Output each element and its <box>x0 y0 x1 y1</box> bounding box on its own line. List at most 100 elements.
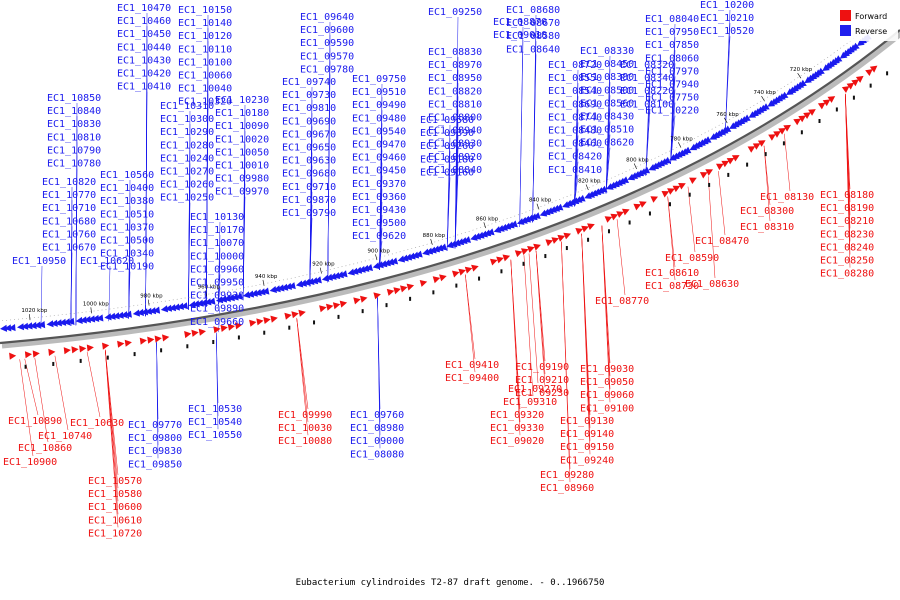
reverse-gene-arrow <box>288 282 296 290</box>
gene-label: EC1_08310 <box>740 222 794 233</box>
gene-label-group: EC1_10240 <box>160 153 214 164</box>
reverse-gene-arrow <box>780 91 789 99</box>
gene-label: EC1_09500 <box>352 218 406 229</box>
gene-label-group: EC1_08460 <box>548 139 602 150</box>
connector-line <box>54 355 69 431</box>
gene-label-group: EC1_07850 <box>645 40 699 51</box>
gene-label-group: EC1_09250 <box>428 7 482 18</box>
reverse-gene-arrow <box>612 180 620 188</box>
gene-label-group: EC1_08410 <box>548 165 602 176</box>
forward-gene-arrow <box>731 155 740 162</box>
gene-label-group: EC1_10190 <box>100 262 154 273</box>
gene-label-group: EC1_09830 <box>128 446 182 457</box>
gene-label-group: EC1_10460 <box>117 16 171 27</box>
reverse-gene-arrow <box>651 162 660 170</box>
reverse-gene-arrow <box>379 260 388 268</box>
gene-label-group: EC1_10430 <box>117 55 171 66</box>
gene-label: EC1_08970 <box>428 60 482 71</box>
reverse-gene-arrow <box>497 225 505 232</box>
forward-gene-arrow <box>778 128 786 135</box>
gene-label-group: EC1_10950 <box>12 256 66 267</box>
reverse-gene-arrow <box>372 262 381 270</box>
gene-label-group: EC1_10530 <box>188 404 242 415</box>
gene-label: EC1_10340 <box>100 249 154 260</box>
forward-gene-arrow <box>471 264 479 272</box>
gene-label-group: EC1_10670 <box>42 243 96 254</box>
reverse-gene-arrow <box>38 321 46 329</box>
gene-label: EC1_08830 <box>428 47 482 58</box>
forward-gene-arrow <box>63 347 71 355</box>
reverse-gene-arrow <box>587 191 595 198</box>
forward-gene-arrow <box>263 317 271 324</box>
feature-marker <box>544 254 547 259</box>
feature-marker <box>160 348 163 353</box>
forward-gene-arrow <box>439 274 447 282</box>
reverse-gene-arrow <box>422 248 430 256</box>
gene-label-group: EC1_10230 <box>215 95 269 106</box>
reverse-gene-arrow <box>284 282 293 290</box>
gene-label-group: EC1_09690 <box>282 116 336 127</box>
gene-label-group: EC1_08540 <box>548 86 602 97</box>
gene-label: EC1_10540 <box>188 417 242 428</box>
gene-label-group: EC1_09500 <box>352 218 406 229</box>
connector-line <box>242 196 246 301</box>
forward-gene-arrow <box>154 335 162 343</box>
scale-tick <box>536 203 540 210</box>
gene-label-group: EC1_09680 <box>282 169 336 180</box>
reverse-gene-arrow <box>446 241 454 249</box>
gene-label: EC1_08770 <box>595 296 649 307</box>
gene-label-group: EC1_08690 <box>548 99 602 110</box>
reverse-gene-arrow <box>387 258 395 266</box>
gene-label: EC1_10300 <box>160 114 214 125</box>
reverse-gene-arrow <box>621 176 629 183</box>
reverse-gene-arrow <box>351 267 359 275</box>
gene-label: EC1_10860 <box>18 443 72 454</box>
gene-label: EC1_10840 <box>47 106 101 117</box>
gene-label: EC1_09630 <box>282 156 336 167</box>
reverse-gene-arrow <box>729 122 737 129</box>
gene-label-group: EC1_09310 <box>503 397 557 408</box>
reverse-gene-arrow <box>590 189 599 197</box>
gene-label: EC1_10110 <box>178 44 232 55</box>
reverse-gene-arrow <box>449 240 458 248</box>
gene-label-group: EC1_08670 <box>506 18 560 29</box>
reverse-gene-arrow <box>565 199 573 207</box>
gene-label: EC1_08190 <box>820 203 874 214</box>
feature-marker <box>746 162 749 167</box>
forward-gene-arrow <box>298 309 306 317</box>
gene-label-group: EC1_09600 <box>300 25 354 36</box>
reverse-gene-arrow <box>578 194 586 202</box>
gene-label: EC1_10470 <box>117 3 171 14</box>
reverse-gene-arrow <box>332 272 341 280</box>
forward-gene-arrow <box>855 75 864 83</box>
gene-label: EC1_09360 <box>352 192 406 203</box>
scale-tick-label: 860 kbp <box>476 216 499 222</box>
forward-gene-arrow <box>851 79 859 87</box>
gene-label: EC1_09270 <box>508 384 562 395</box>
gene-label: EC1_08560 <box>580 98 634 109</box>
connector-line <box>510 259 521 436</box>
gene-label-group: EC1_10380 <box>100 196 154 207</box>
connector-line <box>535 250 546 388</box>
gene-label-group: EC1_10170 <box>190 225 244 236</box>
gene-label: EC1_09330 <box>490 423 544 434</box>
gene-label: EC1_09390 <box>420 128 474 139</box>
gene-label: EC1_09410 <box>445 360 499 371</box>
reverse-gene-arrow <box>168 304 177 312</box>
forward-gene-arrow <box>803 112 811 119</box>
reverse-gene-arrow <box>703 136 712 143</box>
gene-label: EC1_08280 <box>820 269 874 280</box>
forward-gene-arrow <box>502 254 511 262</box>
forward-gene-arrow <box>86 344 94 352</box>
connector-line <box>70 252 73 326</box>
gene-label: EC1_07750 <box>645 93 699 104</box>
reverse-gene-arrow <box>176 302 184 310</box>
reverse-gene-arrow <box>817 67 825 75</box>
gene-label: EC1_09810 <box>282 103 336 114</box>
forward-gene-arrow <box>752 143 761 150</box>
reverse-gene-arrow <box>456 238 465 246</box>
gene-label-group: EC1_10510 <box>100 209 154 220</box>
gene-label-group: EC1_10270 <box>160 167 214 178</box>
reverse-gene-arrow <box>731 120 740 128</box>
reverse-gene-arrow <box>4 324 12 332</box>
